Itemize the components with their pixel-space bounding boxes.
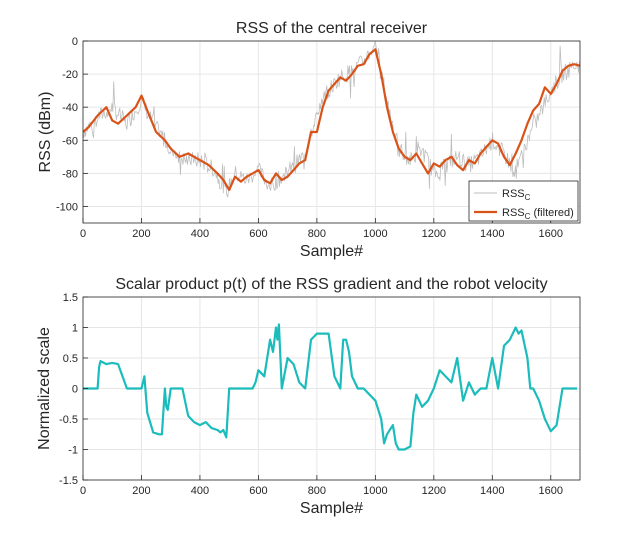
axes-box: [82, 40, 581, 224]
y-tick-label: 1: [72, 323, 78, 335]
x-tick-label: 800: [308, 485, 326, 497]
y-tick-label: -20: [62, 69, 78, 81]
x-axis-label: Sample#: [300, 243, 363, 260]
chart-title: Scalar product p(t) of the RSS gradient …: [115, 276, 547, 293]
y-tick-label: -40: [62, 102, 78, 114]
x-tick-label: 1400: [480, 485, 504, 497]
x-tick-label: 200: [132, 228, 150, 240]
scalar-product-panel: 0 200 400 600 800 1000 1200 1400 1600 1.5 1 0.5 0 -0.…: [36, 276, 581, 517]
x-tick-label: 400: [191, 485, 209, 497]
x-tick-label: 800: [308, 228, 326, 240]
scalar-product-line: [83, 323, 578, 451]
x-tick-label: 1200: [422, 485, 446, 497]
x-tick-label: 1400: [480, 228, 504, 240]
y-tick-label: 0.5: [63, 353, 78, 365]
y-tick-label: -1: [68, 445, 78, 457]
x-tick-label: 400: [191, 228, 209, 240]
legend-label: RSSC (filtered): [502, 207, 574, 221]
raw-series-line: [83, 41, 580, 198]
x-tick-label: 1200: [422, 228, 446, 240]
y-tick-label: -80: [62, 168, 78, 180]
x-tick-label: 200: [132, 485, 150, 497]
y-axis-label: RSS (dBm): [37, 92, 54, 173]
y-tick-label: 0: [72, 36, 78, 48]
y-axis-label: Normalized scale: [36, 327, 53, 450]
y-tick-label: -100: [56, 201, 78, 213]
rss-panel: 0 200 400 600 800 1000 1200 1400 1600 0 -20 -40 -60 -…: [37, 20, 581, 260]
y-tick-label: -0.5: [59, 414, 78, 426]
y-tick-label: -1.5: [59, 475, 78, 487]
x-tick-label: 1600: [539, 228, 563, 240]
x-tick-label: 0: [80, 228, 86, 240]
x-tick-label: 1600: [539, 485, 563, 497]
y-tick-label: 1.5: [63, 292, 78, 304]
x-tick-label: 1000: [363, 228, 387, 240]
chart-title: RSS of the central receiver: [236, 20, 428, 37]
filtered-series-line: [83, 48, 580, 191]
x-tick-label: 0: [80, 485, 86, 497]
legend-label: RSSC: [502, 188, 531, 202]
legend-box: [468, 180, 579, 222]
x-tick-label: 600: [249, 228, 267, 240]
y-tick-label: -60: [62, 135, 78, 147]
x-axis-label: Sample#: [300, 500, 363, 517]
x-tick-label: 600: [249, 485, 267, 497]
x-tick-label: 1000: [363, 485, 387, 497]
y-tick-label: 0: [72, 384, 78, 396]
